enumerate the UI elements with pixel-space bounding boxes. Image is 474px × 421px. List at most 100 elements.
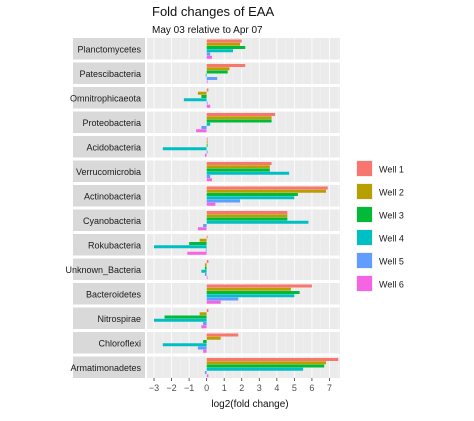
x-tick-label: 6 — [309, 383, 314, 393]
chart-subtitle: May 03 relative to Apr 07 — [152, 25, 263, 36]
facet-label: Planctomycetes — [77, 44, 141, 54]
bar — [203, 340, 207, 343]
bar — [206, 309, 209, 312]
facet-strip — [73, 38, 145, 60]
x-axis-label: log2(fold change) — [211, 399, 288, 410]
bar — [206, 336, 221, 340]
x-tick-label: 3 — [257, 383, 262, 393]
x-tick-label: 1 — [222, 383, 227, 393]
x-axis: −3 −2 −1 0 1 2 3 4 5 6 7 — [149, 378, 332, 393]
facet-label: Acidobacteria — [86, 142, 141, 152]
bar — [164, 315, 207, 319]
x-tick-label: 7 — [327, 383, 332, 393]
bar — [162, 343, 207, 347]
bar — [206, 70, 228, 74]
bar — [197, 91, 207, 95]
bar — [199, 238, 207, 242]
facet-strip — [73, 356, 145, 378]
x-tick-label: −2 — [166, 383, 176, 393]
x-tick-label: 5 — [292, 383, 297, 393]
bar — [206, 171, 290, 175]
bar — [201, 126, 207, 129]
x-tick-label: 4 — [274, 383, 279, 393]
panel-background — [147, 62, 340, 84]
bar — [206, 55, 212, 59]
bar — [206, 297, 239, 301]
bar — [206, 140, 208, 144]
bar — [199, 312, 207, 316]
bar — [203, 349, 207, 353]
legend-key — [357, 253, 372, 268]
facet-label: Armatimonadetes — [70, 363, 141, 373]
bar — [206, 287, 291, 291]
bar — [206, 294, 295, 298]
bar — [206, 122, 211, 126]
bar — [206, 150, 208, 154]
bar — [206, 235, 208, 239]
bar — [206, 333, 239, 337]
bar — [206, 217, 288, 221]
bar — [154, 245, 207, 249]
legend-label: Well 4 — [379, 234, 404, 244]
bar — [206, 162, 272, 165]
panel-background — [147, 136, 340, 158]
bar — [206, 300, 221, 304]
bar — [204, 273, 207, 276]
legend-label: Well 5 — [379, 257, 404, 267]
bar — [206, 374, 209, 378]
bar — [205, 248, 207, 252]
chart-title: Fold changes of EAA — [152, 4, 274, 19]
panel-background — [147, 258, 340, 280]
legend: Well 1 Well 2 Well 3 Well 4 Well 5 Well 6 — [356, 160, 404, 292]
bar — [204, 371, 207, 374]
facet-strip — [73, 87, 145, 109]
bar — [206, 42, 240, 46]
facet-label: Proteobacteria — [82, 118, 141, 128]
panel-background — [147, 234, 340, 256]
facet-label: Unknown_Bacteria — [65, 265, 141, 275]
bar — [206, 364, 325, 368]
bar — [201, 95, 207, 98]
legend-label: Well 1 — [379, 165, 404, 175]
x-tick-label: −3 — [149, 383, 159, 393]
bar — [204, 153, 207, 157]
facet-strip — [73, 209, 145, 231]
bar — [206, 168, 270, 172]
bar — [206, 202, 216, 206]
facet-label: Nitrospirae — [97, 314, 141, 324]
bar — [206, 358, 339, 361]
bar — [206, 220, 309, 224]
bar — [206, 196, 295, 200]
facet-label: Verrucomicrobia — [76, 167, 141, 177]
bar — [206, 178, 212, 182]
x-tick-label: −1 — [184, 383, 194, 393]
facet-label: Bacteroidetes — [86, 289, 142, 299]
bar — [197, 346, 207, 350]
bar — [206, 189, 326, 193]
facet-label: Cyanobacteria — [83, 216, 141, 226]
facet-strip — [73, 136, 145, 158]
bar — [206, 113, 276, 116]
panel-background — [147, 87, 340, 109]
bar — [206, 77, 218, 80]
legend-key — [357, 207, 372, 222]
bar — [206, 165, 270, 169]
bar — [206, 101, 208, 105]
bar — [206, 104, 211, 108]
bar — [183, 98, 207, 102]
facet-label: Rokubacteria — [88, 240, 141, 250]
bar — [162, 147, 207, 151]
facet-strip — [73, 307, 145, 329]
panel-background — [147, 307, 340, 329]
bar — [206, 137, 208, 141]
bar — [206, 64, 246, 67]
x-tick-label: 2 — [239, 383, 244, 393]
bar — [206, 361, 326, 365]
bar — [206, 276, 208, 280]
facet-strip — [73, 332, 145, 354]
bar — [205, 73, 207, 77]
bar — [201, 325, 207, 329]
facet-label: Chloroflexi — [98, 338, 141, 348]
